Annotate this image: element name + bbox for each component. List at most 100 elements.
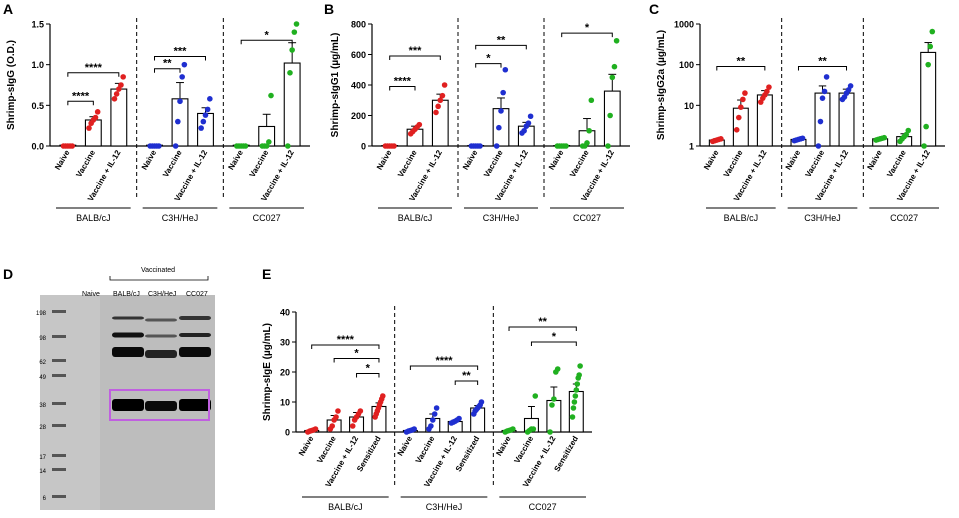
data-point (357, 408, 364, 414)
category-label: Vaccine (885, 148, 908, 179)
vaccinated-bracket (109, 276, 209, 281)
significance-stars: ** (538, 316, 547, 328)
y-axis-label: Shrimp-sIgG (O.D.) (6, 40, 17, 130)
data-point (903, 131, 910, 138)
category-label: Naive (53, 148, 72, 171)
significance-bracket (240, 39, 293, 45)
data-point (113, 91, 120, 97)
data-point (379, 393, 386, 399)
data-point (929, 28, 936, 35)
data-point (571, 399, 578, 405)
category-label: Naive (375, 148, 394, 171)
data-point (333, 414, 339, 420)
significance-bracket (389, 55, 441, 61)
significance-stars: * (552, 331, 557, 343)
data-point (817, 118, 824, 125)
data-point (204, 106, 211, 113)
ladder-label: 28 (39, 425, 46, 431)
ladder-band (52, 374, 66, 377)
data-point (586, 127, 592, 134)
category-label: Vaccine (482, 148, 505, 179)
lane-band (112, 399, 144, 411)
data-point (175, 118, 181, 125)
y-tick-label: 1000 (674, 20, 694, 30)
lane-label-c3h: C3H/HeJ (148, 291, 176, 298)
ladder-label: 14 (39, 469, 46, 475)
y-tick-label: 40 (280, 308, 290, 318)
significance-bracket (356, 373, 380, 378)
significance-stars: ** (737, 56, 746, 68)
group-label: BALB/cJ (328, 502, 363, 512)
data-point (573, 387, 580, 393)
data-point (554, 366, 561, 372)
significance-bracket (311, 344, 380, 349)
data-point (607, 112, 613, 119)
data-point (428, 423, 434, 429)
data-point (429, 417, 436, 423)
y-tick-label: 600 (351, 50, 366, 60)
significance-bracket (333, 358, 380, 363)
ladder-label: 38 (39, 403, 46, 409)
significance-stars: ** (818, 56, 827, 68)
data-point (478, 399, 485, 405)
data-point (391, 143, 397, 149)
ladder-band (52, 359, 66, 362)
y-tick-label: 100 (679, 60, 694, 70)
lane-band (179, 333, 211, 337)
bar (732, 107, 749, 147)
category-label: Naive (226, 148, 245, 171)
significance-bracket (154, 68, 181, 73)
ladder-bands: 198 98 62 49 38 28 17 14 6 (36, 310, 66, 502)
ladder-band (52, 468, 66, 471)
significance-bracket (561, 32, 613, 38)
panel-label-a: A (3, 1, 13, 17)
data-point (86, 125, 92, 131)
lane-label-naive: Naive (82, 291, 100, 298)
data-point (329, 423, 336, 429)
category-label: Naive (297, 434, 316, 457)
lane-band (112, 316, 144, 320)
data-point (551, 396, 557, 402)
group-label: CC027 (890, 213, 918, 223)
data-point (431, 411, 438, 417)
data-point (291, 29, 298, 35)
significance-bracket (409, 365, 479, 370)
lane-band (179, 347, 211, 357)
category-label: Naive (140, 148, 159, 171)
data-point (118, 82, 124, 88)
y-tick-label: 0.0 (31, 142, 44, 152)
data-point (268, 92, 274, 99)
data-point (569, 414, 576, 420)
group-label: CC027 (529, 502, 557, 512)
data-point (572, 393, 579, 399)
data-point (435, 103, 441, 110)
category-label: Vaccine (722, 148, 745, 179)
data-point (927, 43, 934, 50)
data-point (525, 120, 532, 126)
data-point (819, 95, 826, 101)
significance-stars: * (486, 53, 491, 65)
data-point (181, 61, 188, 68)
category-label: Vaccine (396, 148, 419, 179)
ladder-band (52, 424, 66, 427)
lane-band (145, 318, 177, 322)
y-axis-label: Shrimp-sIgG2a (µg/mL) (656, 30, 667, 140)
category-label: Naive (396, 434, 415, 457)
significance-bracket (508, 326, 577, 331)
data-point (563, 143, 569, 149)
data-point (111, 96, 118, 102)
significance-bracket (475, 44, 527, 50)
data-point (416, 121, 423, 128)
group-label: BALB/cJ (398, 213, 433, 223)
category-label: Vaccine (804, 148, 827, 179)
y-tick-label: 10 (280, 398, 290, 408)
data-point (764, 88, 770, 95)
ladder-label: 49 (39, 375, 46, 381)
panel-label-c: C (649, 1, 659, 17)
y-tick-label: 1.5 (31, 20, 44, 30)
significance-bracket (454, 380, 479, 385)
